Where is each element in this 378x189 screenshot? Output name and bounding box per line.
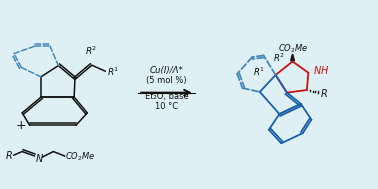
Text: Et₂O, base: Et₂O, base bbox=[144, 92, 188, 101]
Polygon shape bbox=[291, 54, 294, 61]
Text: $+$: $+$ bbox=[15, 119, 26, 132]
Text: Cu(I)/Λ*: Cu(I)/Λ* bbox=[149, 66, 183, 75]
Text: $R^2$: $R^2$ bbox=[85, 45, 98, 57]
Text: $R$: $R$ bbox=[5, 149, 13, 161]
Text: $R^1$: $R^1$ bbox=[107, 66, 119, 78]
Text: $R$: $R$ bbox=[320, 87, 328, 99]
Text: (5 mol %): (5 mol %) bbox=[146, 76, 187, 85]
Text: $R^1$: $R^1$ bbox=[253, 66, 265, 78]
Text: $CO_2Me$: $CO_2Me$ bbox=[278, 42, 308, 55]
Text: $N$: $N$ bbox=[35, 152, 44, 163]
Text: $NH$: $NH$ bbox=[313, 64, 329, 77]
Text: 10 °C: 10 °C bbox=[155, 102, 178, 111]
Text: $R^2$: $R^2$ bbox=[273, 51, 285, 64]
Text: $CO_2Me$: $CO_2Me$ bbox=[65, 150, 96, 163]
